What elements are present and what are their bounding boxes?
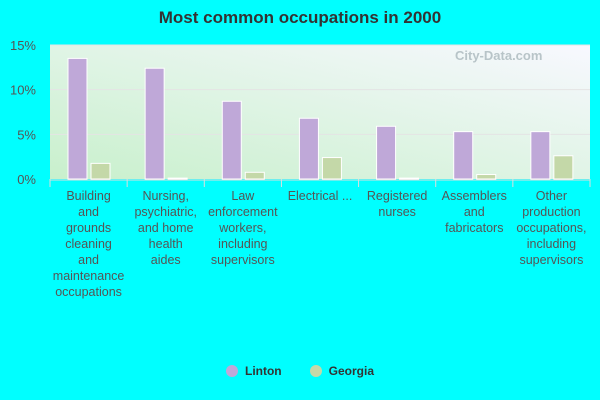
- x-tick-label: Other: [536, 189, 567, 203]
- bar-georgia: [244, 171, 265, 180]
- x-tick-label: occupations: [55, 285, 122, 299]
- bar-linton: [453, 131, 474, 180]
- legend-item-linton: Linton: [225, 364, 282, 378]
- x-tick-label: Building: [66, 189, 111, 203]
- x-tick-label: enforcement: [208, 205, 278, 219]
- x-tick-label: occupations,: [516, 221, 586, 235]
- x-tick-label: maintenance: [53, 269, 125, 283]
- bar-georgia: [167, 177, 188, 180]
- x-tick-label: and: [464, 205, 485, 219]
- x-tick-label: including: [218, 237, 267, 251]
- legend-label: Georgia: [328, 364, 374, 378]
- legend-item-georgia: Georgia: [309, 364, 374, 378]
- plot-area: [50, 45, 590, 179]
- bar-linton: [376, 125, 397, 180]
- linton-swatch: [225, 365, 238, 377]
- x-tick-label: cleaning: [65, 237, 112, 251]
- bar-linton: [298, 117, 319, 180]
- x-tick-label: psychiatric,: [134, 205, 197, 219]
- x-tick-label: supervisors: [211, 253, 275, 267]
- x-tick-label: including: [527, 237, 576, 251]
- x-tick-label: and: [78, 253, 99, 267]
- legend: Linton Georgia: [0, 364, 600, 378]
- y-tick-label: 15%: [10, 38, 36, 53]
- bar-georgia: [321, 157, 342, 180]
- bar-linton: [221, 100, 242, 180]
- x-tick-label: grounds: [66, 221, 111, 235]
- bar-chart: 0% 5% 10% 15% Building and grounds cleaning and m…: [10, 38, 591, 299]
- watermark: City-Data.com: [455, 48, 543, 63]
- x-tick-label: supervisors: [519, 253, 583, 267]
- x-tick-label: and: [78, 205, 99, 219]
- bar-linton: [144, 67, 165, 180]
- x-tick-label: Law: [231, 189, 255, 203]
- x-tick-label: production: [522, 205, 580, 219]
- x-tick-label: Nursing,: [142, 189, 189, 203]
- x-tick-label: Electrical ...: [288, 189, 353, 203]
- x-tick-label: Registered: [367, 189, 427, 203]
- x-tick-label: health: [149, 237, 183, 251]
- georgia-swatch: [309, 365, 322, 377]
- y-tick-label: 5%: [17, 127, 36, 142]
- x-tick-label: Assemblers: [442, 189, 507, 203]
- x-tick-label: workers,: [218, 221, 266, 235]
- bar-georgia: [476, 174, 497, 180]
- legend-label: Linton: [244, 364, 282, 378]
- x-tick-label: and home: [138, 221, 194, 235]
- x-tick-label: fabricators: [445, 221, 503, 235]
- x-tick-label: nurses: [378, 205, 416, 219]
- x-tick-label: aides: [151, 253, 181, 267]
- chart-title: Most common occupations in 2000: [158, 8, 442, 27]
- bar-georgia: [90, 162, 111, 180]
- bar-georgia: [399, 177, 420, 180]
- y-tick-label: 0%: [17, 172, 36, 187]
- bar-linton: [530, 131, 551, 180]
- bar-linton: [67, 57, 88, 180]
- y-tick-label: 10%: [10, 83, 36, 98]
- bar-georgia: [553, 155, 574, 180]
